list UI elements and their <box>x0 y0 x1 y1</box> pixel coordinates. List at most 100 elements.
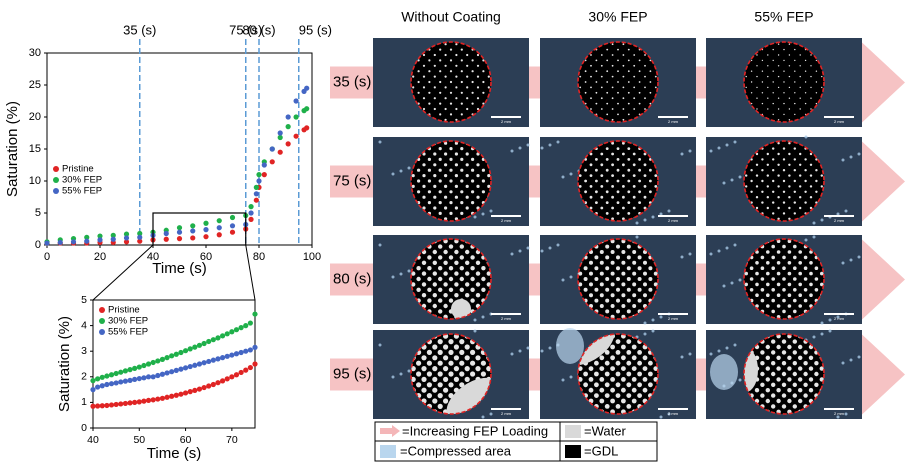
water-dot <box>809 272 813 276</box>
water-dot <box>606 190 609 193</box>
water-dot <box>788 250 792 254</box>
water-dot <box>449 169 452 172</box>
water-dot <box>793 361 797 365</box>
data-point <box>243 349 248 354</box>
water-dot <box>476 282 480 286</box>
water-dot <box>627 266 631 270</box>
scale-label: 2 mm <box>834 119 845 124</box>
y-tick-label: 20 <box>29 111 41 123</box>
x-tick-label: 40 <box>87 434 99 446</box>
water-dot <box>605 382 610 387</box>
water-dot <box>612 108 614 110</box>
water-dot <box>632 345 637 350</box>
water-dot <box>466 130 468 132</box>
water-dot <box>793 288 797 292</box>
data-point <box>127 367 132 372</box>
water-dot <box>449 298 453 302</box>
water-dot <box>439 158 442 161</box>
compressed-speck <box>652 216 655 219</box>
water-dot <box>443 325 447 329</box>
water-dot <box>617 81 619 83</box>
water-dot <box>454 355 459 360</box>
data-point <box>239 325 244 330</box>
water-dot <box>605 361 610 366</box>
water-dot <box>815 191 817 193</box>
water-dot <box>617 70 619 72</box>
data-point <box>178 350 183 355</box>
water-dot <box>605 299 609 303</box>
water-dot <box>810 174 812 176</box>
water-dot <box>444 206 447 209</box>
water-dot <box>633 185 636 188</box>
gdl-image: 2 mm <box>373 16 529 148</box>
data-point <box>192 345 197 350</box>
compressed-speck <box>718 147 721 150</box>
water-dot <box>805 71 806 72</box>
water-dot <box>766 377 770 381</box>
water-dot <box>783 135 784 136</box>
water-dot <box>460 179 463 182</box>
water-dot <box>766 304 770 308</box>
data-point <box>294 114 299 119</box>
water-dot <box>596 81 598 83</box>
compressed-speck <box>652 330 655 333</box>
water-dot <box>622 196 625 199</box>
water-dot <box>617 212 620 215</box>
water-dot <box>638 201 641 204</box>
water-dot <box>798 304 802 308</box>
data-point <box>252 311 257 316</box>
water-dot <box>439 179 442 182</box>
figure: Without Coating30% FEP55% FEP35 (s)2 mm2… <box>0 0 906 462</box>
data-point <box>151 374 156 379</box>
water-dot <box>750 266 754 270</box>
water-dot <box>434 76 436 78</box>
water-dot <box>433 325 437 329</box>
water-dot <box>773 71 774 72</box>
water-dot <box>643 355 648 360</box>
water-dot <box>584 169 587 172</box>
water-dot <box>579 185 582 188</box>
water-dot <box>777 174 779 176</box>
water-dot <box>466 228 469 231</box>
water-dot <box>606 201 609 204</box>
water-dot <box>600 185 603 188</box>
water-dot <box>782 277 786 281</box>
water-dot <box>599 399 604 404</box>
water-dot <box>455 131 458 134</box>
water-dot <box>454 250 458 254</box>
compressed-speck <box>527 144 530 147</box>
water-dot <box>434 65 436 67</box>
water-dot <box>583 372 588 377</box>
water-dot <box>481 361 486 366</box>
water-dot <box>793 393 797 397</box>
legend-label: Pristine <box>62 164 94 175</box>
water-dot <box>648 361 653 366</box>
water-dot <box>445 119 447 121</box>
scale-label: 2 mm <box>501 218 512 223</box>
water-dot <box>777 164 779 166</box>
image-legend: =Increasing FEP Loading =Compressed area… <box>375 422 657 461</box>
water-dot <box>772 212 774 214</box>
water-dot <box>482 70 484 72</box>
water-dot <box>438 339 443 344</box>
data-point <box>155 396 160 401</box>
compressed-speck <box>731 282 734 285</box>
water-dot <box>475 366 480 371</box>
water-dot <box>472 59 474 61</box>
data-point <box>183 365 188 370</box>
water-dot <box>417 190 420 193</box>
compressed-speck <box>734 141 737 144</box>
compressed-speck <box>710 353 713 356</box>
water-dot <box>815 288 819 292</box>
scale-label: 2 mm <box>668 119 679 124</box>
water-dot <box>751 71 752 72</box>
water-dot <box>422 261 426 265</box>
water-dot <box>589 282 593 286</box>
water-dot <box>767 174 769 176</box>
data-point <box>220 355 225 360</box>
water-dot <box>476 293 480 297</box>
compressed-speck <box>858 356 861 359</box>
data-point <box>206 359 211 364</box>
compressed-speck <box>392 376 395 379</box>
water-dot <box>466 196 469 199</box>
